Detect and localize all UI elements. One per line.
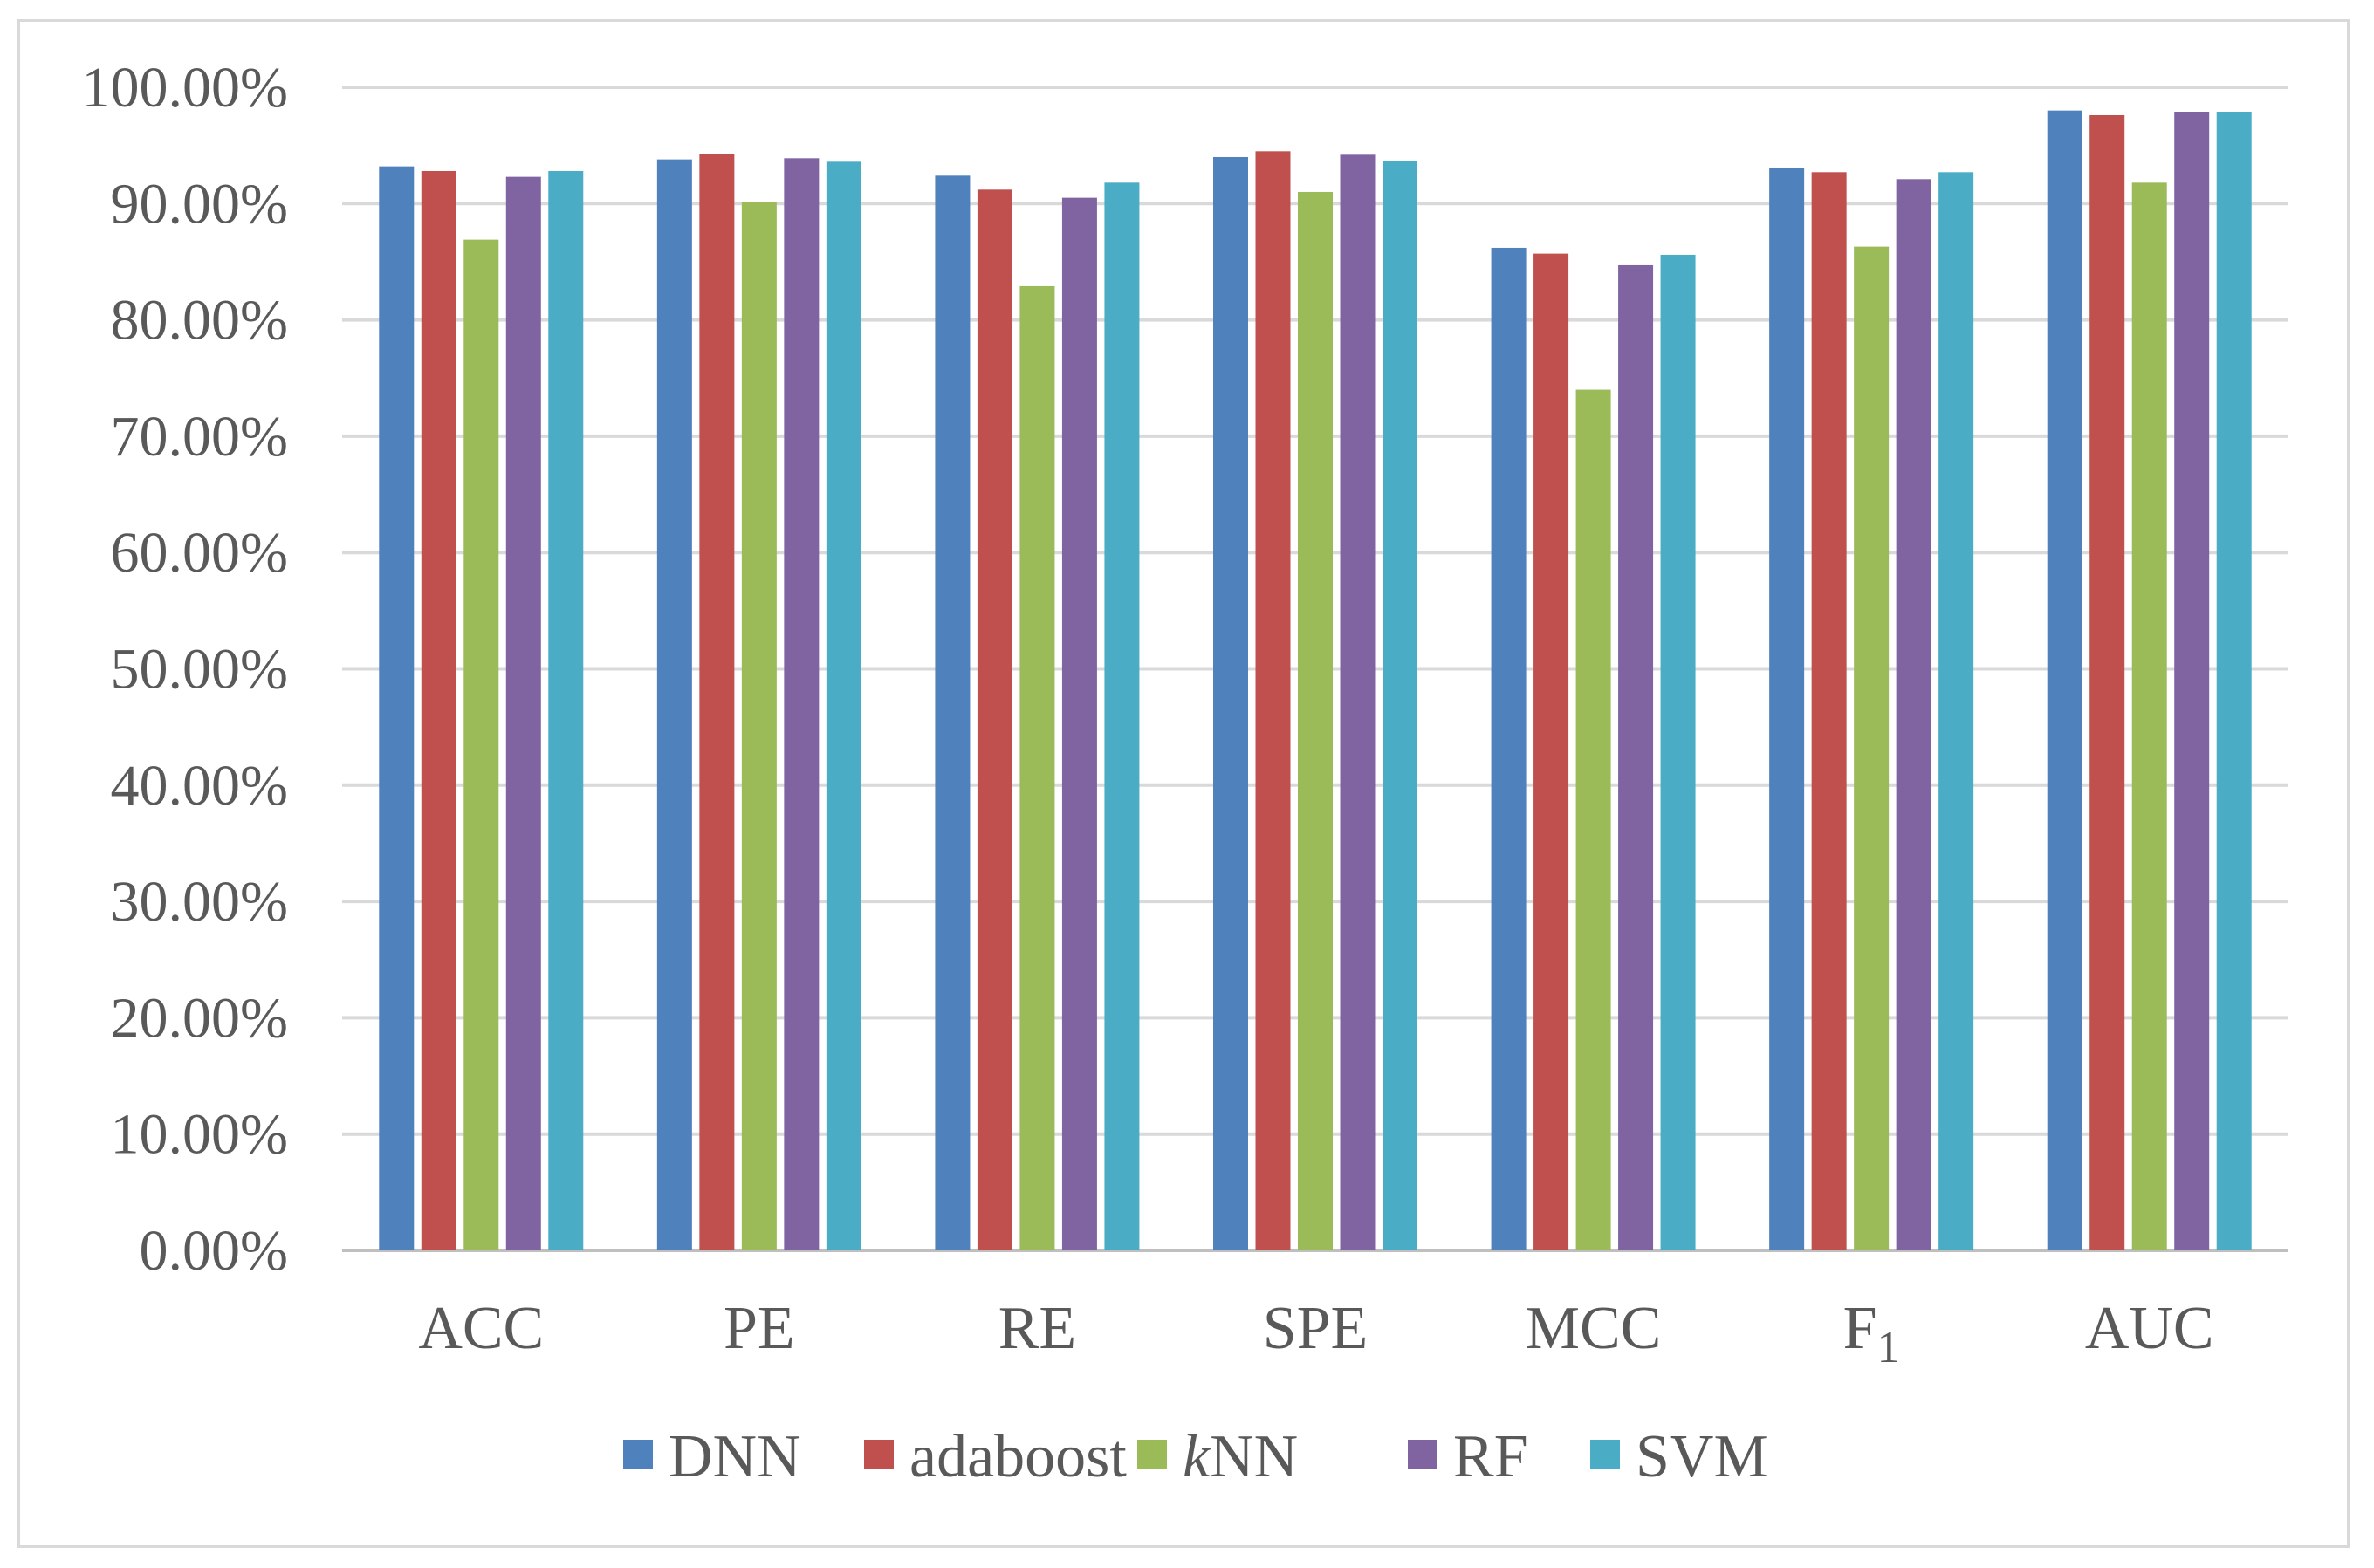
bar-knn-f1: [1854, 246, 1890, 1251]
y-tick-label: 0.00%: [140, 1219, 288, 1283]
bar-svm-acc: [548, 170, 584, 1251]
bar-knn-auc: [2131, 182, 2167, 1250]
category-label: PE: [724, 1295, 795, 1362]
bar-svm-spe: [1383, 160, 1417, 1250]
legend-label-dnn: DNN: [669, 1423, 801, 1490]
category-label: SPE: [1263, 1295, 1369, 1362]
bar-rf-mcc: [1618, 264, 1654, 1251]
category-label-subscript: 1: [1877, 1323, 1900, 1373]
legend-label-knn: kNN: [1183, 1423, 1298, 1490]
category-label-text: F: [1843, 1295, 1877, 1362]
legend-label-italic-part: k: [1183, 1423, 1211, 1490]
bars: [379, 110, 2252, 1251]
bar-knn-mcc: [1575, 389, 1611, 1251]
bar-svm-pe: [826, 161, 861, 1250]
legend: DNN adaboost kNN RF SVM: [623, 1423, 1768, 1490]
bar-rf-re: [1061, 197, 1097, 1250]
bar-adaboost-acc: [421, 170, 456, 1251]
legend-label-svm: SVM: [1636, 1423, 1768, 1490]
bar-adaboost-mcc: [1533, 253, 1569, 1250]
category-label: RE: [998, 1295, 1076, 1362]
category-label-text: ACC: [418, 1295, 544, 1362]
legend-swatch-svm: [1590, 1440, 1620, 1469]
category-label-text: SPE: [1263, 1295, 1369, 1362]
bar-svm-auc: [2216, 111, 2252, 1250]
y-tick-label: 50.00%: [111, 638, 288, 702]
bar-svm-re: [1104, 182, 1140, 1250]
bar-dnn-spe: [1213, 156, 1248, 1251]
legend-label-rf: RF: [1453, 1423, 1528, 1490]
bar-dnn-acc: [379, 166, 415, 1250]
bar-knn-pe: [741, 202, 777, 1250]
y-tick-label: 30.00%: [111, 870, 288, 934]
bar-adaboost-pe: [699, 153, 735, 1251]
bar-adaboost-re: [977, 189, 1012, 1251]
bar-knn-spe: [1298, 191, 1333, 1251]
bar-dnn-pe: [656, 159, 692, 1250]
bar-adaboost-spe: [1255, 151, 1291, 1251]
category-label: F1: [1843, 1295, 1900, 1373]
bar-knn-re: [1019, 285, 1055, 1250]
legend-swatch-knn: [1137, 1440, 1167, 1469]
y-tick-label: 60.00%: [111, 521, 288, 585]
bar-dnn-re: [935, 175, 971, 1251]
y-tick-label: 10.00%: [111, 1103, 288, 1167]
y-tick-label: 20.00%: [111, 986, 288, 1050]
bar-dnn-f1: [1769, 167, 1805, 1250]
legend-label-adaboost: adaboost: [909, 1423, 1127, 1490]
bar-rf-spe: [1340, 154, 1376, 1251]
y-tick-label: 40.00%: [111, 754, 288, 818]
bar-dnn-auc: [2047, 110, 2082, 1250]
y-tick-label: 70.00%: [111, 405, 288, 469]
category-label-text: MCC: [1526, 1295, 1662, 1362]
bar-knn-acc: [463, 239, 499, 1250]
category-label-text: RE: [998, 1295, 1076, 1362]
bar-dnn-mcc: [1491, 247, 1527, 1251]
category-label-text: PE: [724, 1295, 795, 1362]
bar-adaboost-auc: [2089, 114, 2125, 1251]
category-label: ACC: [418, 1295, 544, 1362]
y-tick-label: 100.00%: [82, 56, 288, 120]
category-label: MCC: [1526, 1295, 1662, 1362]
bar-rf-acc: [505, 176, 541, 1251]
y-tick-label: 80.00%: [111, 289, 288, 353]
legend-label-rest: NN: [1210, 1423, 1298, 1490]
bar-rf-pe: [784, 158, 820, 1251]
y-axis-ticks: 0.00% 10.00% 20.00% 30.00% 40.00% 50.00% 60.00…: [82, 56, 288, 1283]
y-tick-label: 90.00%: [111, 172, 288, 236]
x-axis-categories: ACC PE RE SPE MCC F1 AUC: [418, 1295, 2213, 1373]
bar-adaboost-f1: [1811, 172, 1847, 1251]
category-label-text: AUC: [2085, 1295, 2214, 1362]
legend-swatch-rf: [1408, 1440, 1437, 1469]
bar-rf-auc: [2174, 111, 2210, 1250]
bar-svm-f1: [1938, 172, 1974, 1251]
category-label: AUC: [2085, 1295, 2214, 1362]
bar-rf-f1: [1896, 179, 1931, 1250]
bar-svm-mcc: [1660, 254, 1696, 1250]
legend-swatch-dnn: [623, 1440, 653, 1469]
legend-swatch-adaboost: [864, 1440, 894, 1469]
